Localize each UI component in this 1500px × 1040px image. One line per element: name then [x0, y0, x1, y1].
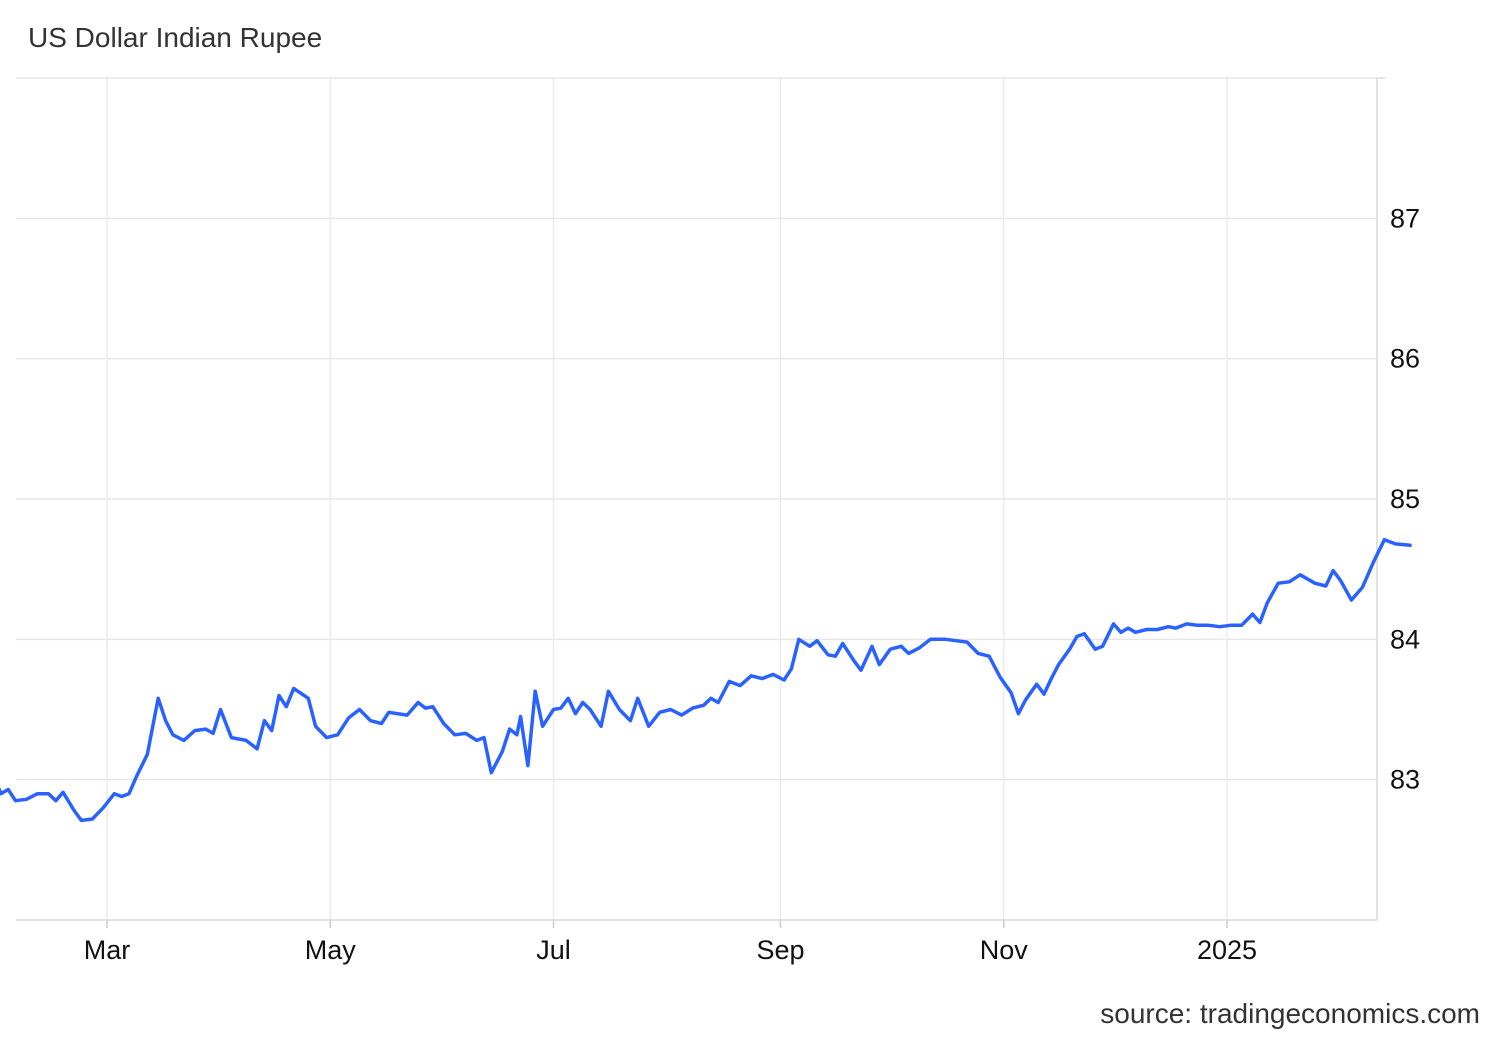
y-tick-label: 86 — [1390, 344, 1420, 374]
y-tick-label: 84 — [1390, 624, 1420, 654]
axes — [16, 77, 1385, 928]
x-tick-label: Jul — [536, 935, 571, 965]
x-tick-label: Mar — [84, 935, 131, 965]
y-tick-label: 85 — [1390, 484, 1420, 514]
source-label: source: tradingeconomics.com — [1100, 998, 1480, 1029]
y-tick-label: 87 — [1390, 203, 1420, 233]
series-layer — [0, 537, 1412, 823]
x-tick-label: Nov — [980, 935, 1029, 965]
x-tick-label: May — [305, 935, 357, 965]
chart-title: US Dollar Indian Rupee — [28, 22, 323, 53]
x-tick-label: 2025 — [1197, 935, 1257, 965]
x-tick-label: Sep — [756, 935, 804, 965]
series-line — [0, 537, 1412, 823]
tick-labels: 83 84 85 86 87 Mar May Jul Sep Nov 2025 — [84, 203, 1420, 965]
y-tick-label: 83 — [1390, 765, 1420, 795]
grid-lines — [16, 77, 1377, 920]
